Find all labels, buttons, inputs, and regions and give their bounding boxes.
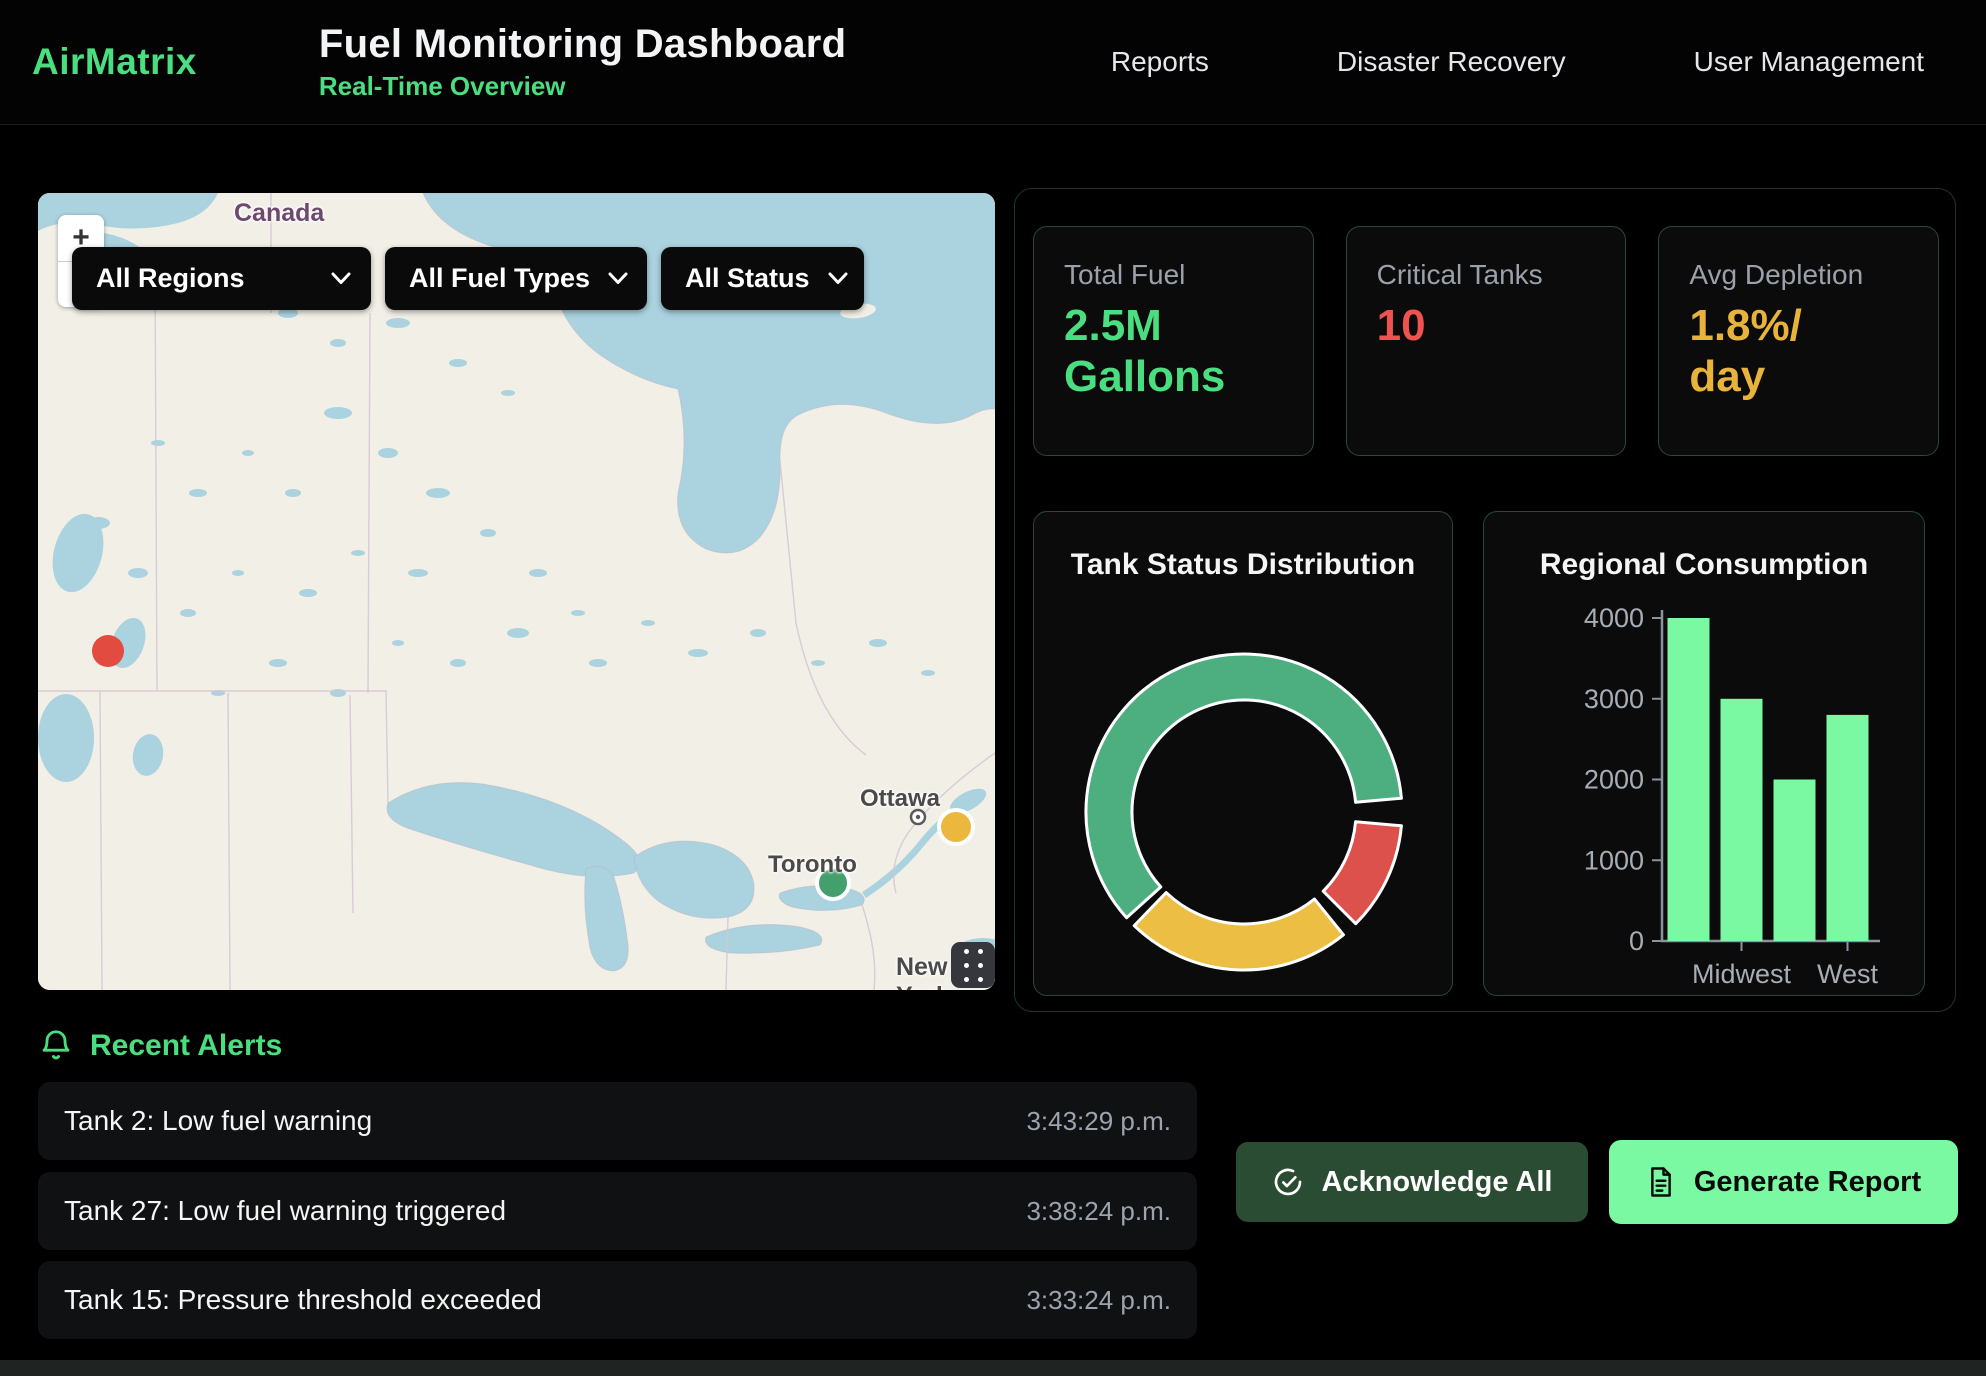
- stat-card-avg-depletion: Avg Depletion 1.8%/ day: [1658, 226, 1939, 456]
- nav-item-reports[interactable]: Reports: [1111, 46, 1209, 78]
- check-circle-icon: [1272, 1166, 1304, 1198]
- regional-consumption-chart-card: Regional Consumption 01000200030004000Mi…: [1483, 511, 1925, 996]
- acknowledge-all-button[interactable]: Acknowledge All: [1236, 1142, 1588, 1222]
- stat-label: Avg Depletion: [1689, 259, 1938, 291]
- stat-value: 10: [1377, 301, 1577, 352]
- stat-value: 2.5M Gallons: [1064, 301, 1264, 402]
- chevron-down-icon: [331, 272, 351, 285]
- document-icon: [1646, 1166, 1676, 1198]
- y-tick-label: 1000: [1584, 845, 1644, 875]
- tank-marker-normal[interactable]: [817, 867, 849, 899]
- alert-row[interactable]: Tank 2: Low fuel warning 3:43:29 p.m.: [38, 1082, 1197, 1160]
- app-header: AirMatrix Fuel Monitoring Dashboard Real…: [0, 0, 1986, 125]
- y-tick-label: 0: [1629, 926, 1644, 956]
- fuel-types-dropdown-value: All Fuel Types: [409, 263, 590, 294]
- alert-timestamp: 3:33:24 p.m.: [1026, 1285, 1171, 1316]
- brand-logo: AirMatrix: [32, 41, 197, 83]
- alerts-title: Recent Alerts: [90, 1029, 282, 1063]
- bar-region-2: [1774, 780, 1816, 942]
- chevron-down-icon: [828, 272, 848, 285]
- generate-report-button[interactable]: Generate Report: [1609, 1140, 1958, 1224]
- alert-timestamp: 3:43:29 p.m.: [1026, 1106, 1171, 1137]
- tank-status-chart-card: Tank Status Distribution: [1033, 511, 1453, 996]
- tank-marker-critical[interactable]: [92, 635, 124, 667]
- bar-region-0: [1668, 618, 1710, 941]
- regions-dropdown-value: All Regions: [96, 263, 245, 294]
- metrics-panel: Total Fuel 2.5M Gallons Critical Tanks 1…: [1014, 188, 1956, 1012]
- chevron-down-icon: [608, 272, 628, 285]
- y-tick-label: 2000: [1584, 765, 1644, 795]
- alert-text: Tank 15: Pressure threshold exceeded: [64, 1284, 542, 1316]
- nav-item-disaster-recovery[interactable]: Disaster Recovery: [1337, 46, 1566, 78]
- stat-card-total-fuel: Total Fuel 2.5M Gallons: [1033, 226, 1314, 456]
- status-dropdown-value: All Status: [685, 263, 810, 294]
- donut-segment-warning: [1134, 893, 1343, 970]
- alert-row[interactable]: Tank 15: Pressure threshold exceeded 3:3…: [38, 1261, 1197, 1339]
- y-tick-label: 4000: [1584, 603, 1644, 633]
- map-canvas[interactable]: Canada Ottawa Toronto New York + − All R…: [38, 193, 995, 990]
- regional-consumption-bar-chart: 0 1000 2000 3000 4000 Midwest West: [1484, 576, 1926, 994]
- acknowledge-all-label: Acknowledge All: [1322, 1166, 1553, 1199]
- stat-label: Critical Tanks: [1377, 259, 1626, 291]
- tank-marker-warning[interactable]: [939, 810, 973, 844]
- stat-label: Total Fuel: [1064, 259, 1313, 291]
- stat-card-critical-tanks: Critical Tanks 10: [1346, 226, 1627, 456]
- tank-status-donut-chart: [1034, 600, 1454, 995]
- alert-timestamp: 3:38:24 p.m.: [1026, 1196, 1171, 1227]
- map-filterbar: All Regions All Fuel Types All Status: [72, 247, 864, 310]
- status-dropdown[interactable]: All Status: [661, 247, 864, 310]
- alert-text: Tank 27: Low fuel warning triggered: [64, 1195, 506, 1227]
- alerts-header: Recent Alerts: [38, 1028, 282, 1064]
- bar-region-3: [1827, 715, 1869, 941]
- main-nav: Reports Disaster Recovery User Managemen…: [1111, 46, 1986, 78]
- fuel-types-dropdown[interactable]: All Fuel Types: [385, 247, 647, 310]
- bell-icon: [38, 1028, 74, 1064]
- bottom-bar: [0, 1360, 1986, 1376]
- page-title: Fuel Monitoring Dashboard: [319, 22, 846, 67]
- y-tick-label: 3000: [1584, 684, 1644, 714]
- basemap-graphic: [38, 193, 995, 990]
- stat-value: 1.8%/ day: [1689, 301, 1889, 402]
- nav-item-user-management[interactable]: User Management: [1694, 46, 1924, 78]
- alert-text: Tank 2: Low fuel warning: [64, 1105, 372, 1137]
- page-subtitle: Real-Time Overview: [319, 71, 846, 102]
- drag-handle-icon[interactable]: [951, 942, 995, 988]
- donut-segment-critical: [1323, 822, 1401, 924]
- chart-title: Tank Status Distribution: [1034, 548, 1452, 582]
- generate-report-label: Generate Report: [1694, 1166, 1921, 1199]
- ottawa-town-marker: [911, 810, 925, 824]
- title-block: Fuel Monitoring Dashboard Real-Time Over…: [319, 22, 846, 102]
- x-tick-label: Midwest: [1692, 959, 1792, 989]
- stats-row: Total Fuel 2.5M Gallons Critical Tanks 1…: [1033, 226, 1939, 456]
- alert-row[interactable]: Tank 27: Low fuel warning triggered 3:38…: [38, 1172, 1197, 1250]
- dashboard-page: AirMatrix Fuel Monitoring Dashboard Real…: [0, 0, 1986, 1376]
- x-tick-label: West: [1817, 959, 1879, 989]
- regions-dropdown[interactable]: All Regions: [72, 247, 371, 310]
- bar-region-1: [1721, 699, 1763, 941]
